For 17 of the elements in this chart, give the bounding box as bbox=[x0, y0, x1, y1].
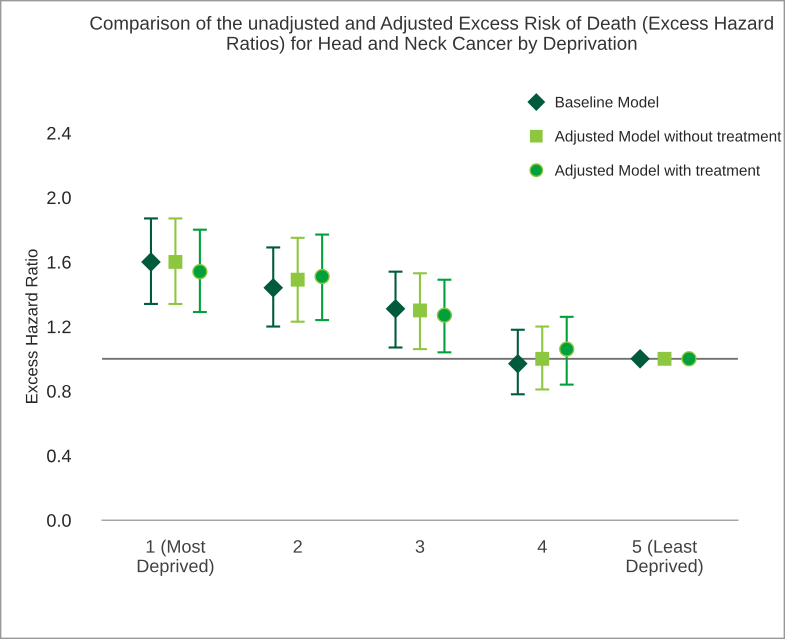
y-tick-label: 1.2 bbox=[48, 320, 71, 334]
x-tick-label: 3 bbox=[416, 540, 424, 553]
y-tick-label: 0.0 bbox=[47, 514, 71, 527]
x-tick-label: 2 bbox=[294, 540, 302, 553]
y-tick-label: 0.8 bbox=[47, 385, 71, 398]
y-tick-label: 0.4 bbox=[47, 450, 71, 462]
y-axis-title: Excess Hazard Ratio bbox=[25, 249, 38, 403]
legend-label: Adjusted Model with treatment bbox=[554, 164, 760, 179]
y-tick-label: 2.4 bbox=[47, 126, 71, 140]
legend-label: Baseline Model bbox=[556, 96, 658, 108]
legend-label: Adjusted Model without treatment bbox=[554, 130, 782, 145]
x-tick-label: 1 (Most Deprived) bbox=[138, 540, 214, 576]
x-tick-label: 4 bbox=[538, 540, 547, 553]
y-tick-label: 1.6 bbox=[48, 256, 71, 269]
y-tick-label: 2.0 bbox=[47, 191, 71, 204]
x-tick-label: 5 (Least Deprived) bbox=[626, 540, 703, 576]
chart-title: Comparison of the unadjusted and Adjusted Excess Risk of Death (Excess Hazard Ratios) for Head and Neck Cancer by Deprivation bbox=[90, 16, 773, 54]
